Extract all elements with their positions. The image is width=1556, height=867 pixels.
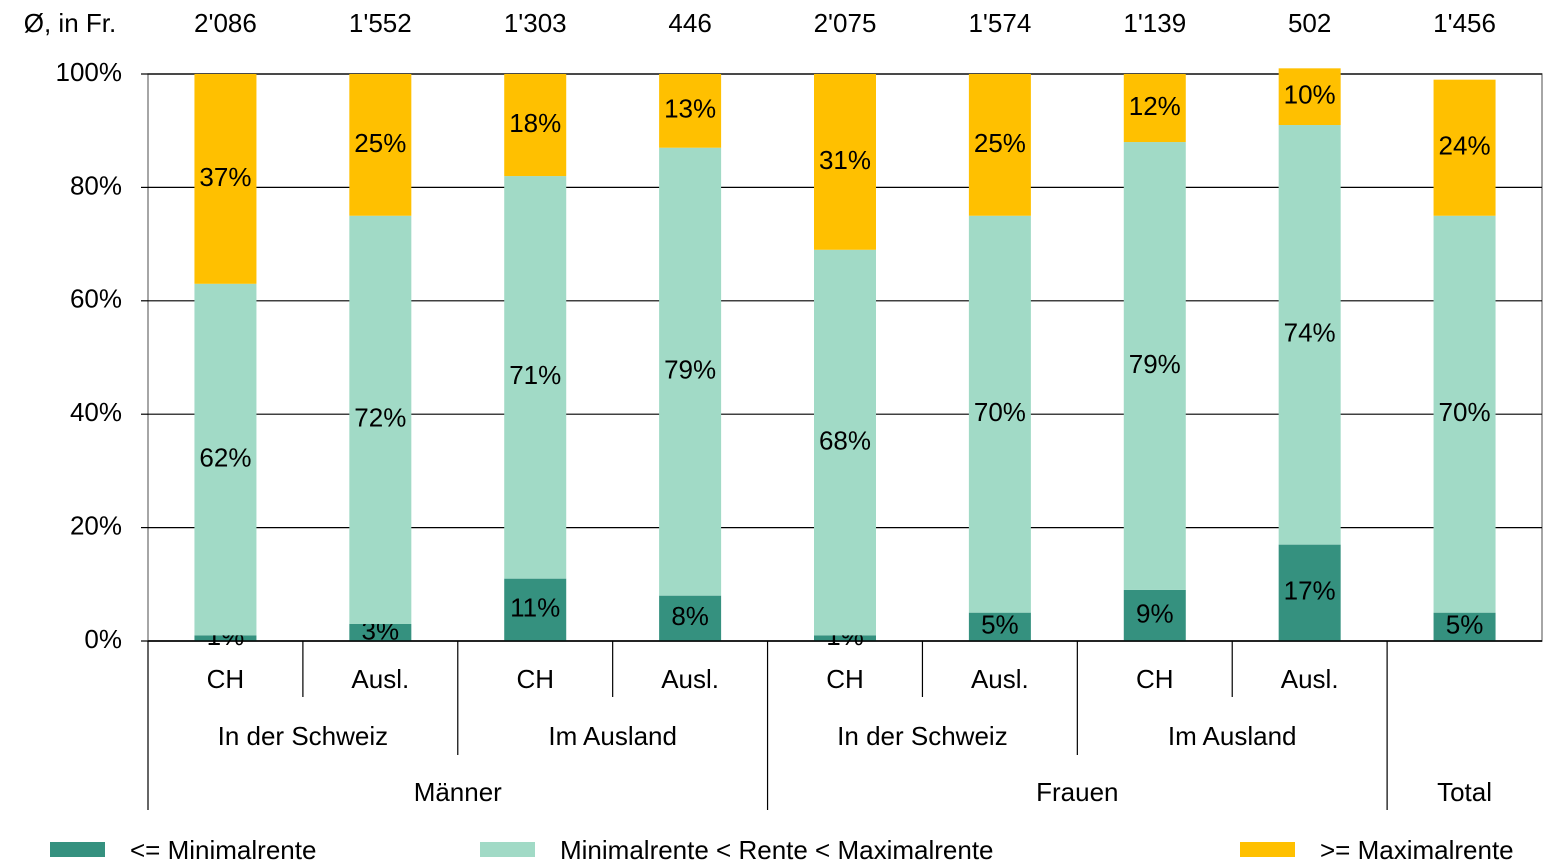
average-value: 1'303 <box>504 8 567 38</box>
subgroup-label: Im Ausland <box>548 721 677 751</box>
legend-swatch <box>1240 842 1295 857</box>
average-value: 502 <box>1288 8 1331 38</box>
y-tick-label: 100% <box>56 57 123 87</box>
bar-segment <box>349 74 412 216</box>
value-label: 5% <box>1446 610 1484 640</box>
bar-segment <box>1433 612 1496 641</box>
x-tick-label: Ausl. <box>971 664 1029 694</box>
x-tick-label: Ausl. <box>1281 664 1339 694</box>
average-value: 2'086 <box>194 8 257 38</box>
value-label: 79% <box>1129 349 1181 379</box>
average-value: 1'139 <box>1123 8 1186 38</box>
group-label: Frauen <box>1036 777 1118 807</box>
legend-label: >= Maximalrente <box>1320 835 1514 865</box>
y-tick-label: 80% <box>70 170 122 200</box>
y-tick-label: 60% <box>70 284 122 314</box>
x-tick-label: Ausl. <box>351 664 409 694</box>
bar-segment <box>349 215 412 624</box>
bar-segment <box>1278 68 1341 126</box>
legend-label: Minimalrente < Rente < Maximalrente <box>560 835 994 865</box>
value-label: 10% <box>1284 80 1336 110</box>
value-label: 31% <box>819 145 871 175</box>
value-label: 70% <box>974 397 1026 427</box>
bar-segment <box>194 74 257 284</box>
legend-swatch <box>50 842 105 857</box>
bar-segment <box>1433 79 1496 216</box>
value-label: 25% <box>974 128 1026 158</box>
y-tick-label: 20% <box>70 510 122 540</box>
subgroup-label: In der Schweiz <box>218 721 389 751</box>
bar-segment <box>659 74 722 148</box>
bar-segment <box>814 74 876 250</box>
bar-segment <box>1123 74 1186 143</box>
average-value: 1'456 <box>1433 8 1496 38</box>
value-label: 5% <box>981 610 1019 640</box>
x-tick-label: CH <box>207 664 245 694</box>
value-label: 13% <box>664 94 716 124</box>
bar-segment <box>504 74 567 177</box>
y-tick-label: 40% <box>70 397 122 427</box>
value-label: 8% <box>671 601 709 631</box>
bar-segment <box>504 578 567 641</box>
value-label: 18% <box>509 108 561 138</box>
value-label: 68% <box>819 425 871 455</box>
average-value: 2'075 <box>814 8 877 38</box>
value-label: 9% <box>1136 598 1174 628</box>
x-tick-label: Ausl. <box>661 664 719 694</box>
bar-segment <box>194 635 257 641</box>
value-label: 11% <box>510 593 560 623</box>
bar-segment <box>1123 142 1186 590</box>
average-value: 446 <box>668 8 711 38</box>
x-tick-label: CH <box>516 664 554 694</box>
value-label: 70% <box>1439 397 1491 427</box>
bar-segment <box>814 249 876 636</box>
bar-segment <box>968 612 1031 641</box>
bar-segment <box>1278 125 1341 545</box>
bar-segment <box>659 595 722 641</box>
value-label: 71% <box>509 360 561 390</box>
value-label: 72% <box>354 403 406 433</box>
value-label: 12% <box>1129 91 1181 121</box>
subgroup-label: Im Ausland <box>1168 721 1297 751</box>
average-label: Ø, in Fr. <box>24 8 116 38</box>
value-label: 79% <box>664 355 716 385</box>
bar-segment <box>659 147 722 596</box>
legend-swatch <box>480 842 535 857</box>
value-label: 24% <box>1439 131 1491 161</box>
subgroup-label: In der Schweiz <box>837 721 1008 751</box>
bar-segment <box>814 635 876 641</box>
bar-segment <box>194 283 257 636</box>
legend-label: <= Minimalrente <box>130 835 316 865</box>
value-label: 25% <box>354 128 406 158</box>
average-value: 1'574 <box>968 8 1031 38</box>
bar-segment <box>1433 215 1496 613</box>
average-value: 1'552 <box>349 8 412 38</box>
y-tick-label: 0% <box>84 624 122 654</box>
x-tick-label: CH <box>826 664 864 694</box>
value-label: 74% <box>1284 318 1336 348</box>
group-label: Männer <box>414 777 502 807</box>
value-label: 62% <box>199 442 251 472</box>
x-tick-label: CH <box>1136 664 1174 694</box>
value-label: 37% <box>199 162 251 192</box>
group-label: Total <box>1437 777 1492 807</box>
bar-segment <box>968 215 1031 613</box>
bar-segment <box>968 74 1031 216</box>
bar-segment <box>1123 589 1186 641</box>
bar-segment <box>349 623 412 641</box>
bar-segment <box>1278 544 1341 641</box>
value-label: 17% <box>1284 576 1336 606</box>
bar-segment <box>504 176 567 579</box>
